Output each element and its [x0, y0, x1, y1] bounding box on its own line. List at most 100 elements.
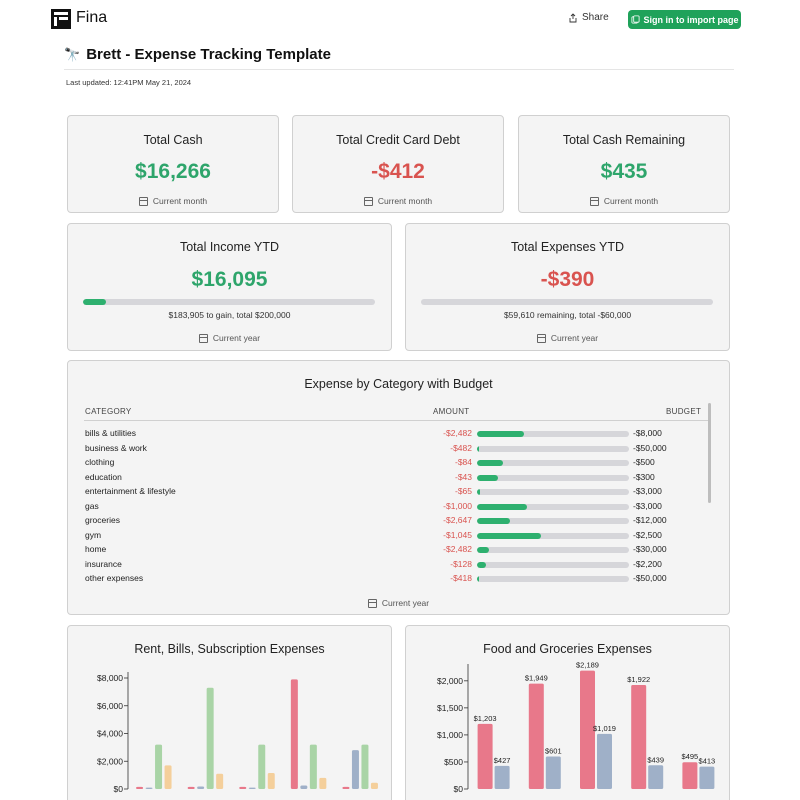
- bar: [477, 723, 493, 789]
- y-tick-label: $1,500: [437, 703, 463, 713]
- column-header-category[interactable]: CATEGORY: [85, 407, 132, 416]
- bar: [648, 765, 664, 789]
- bar: [216, 773, 224, 789]
- bar: [370, 782, 378, 789]
- row-budget-fill: [477, 474, 499, 481]
- row-budget: -$2,200: [633, 558, 662, 569]
- row-budget-fill: [477, 518, 511, 524]
- table-row: education -$43 -$300: [68, 472, 729, 486]
- row-category: groceries: [85, 515, 120, 525]
- y-tick-label: $2,000: [437, 676, 463, 686]
- row-budget-fill: [477, 431, 525, 437]
- row-budget-bar: [477, 518, 629, 524]
- row-budget-bar: [477, 474, 629, 481]
- calendar-icon: [138, 196, 148, 206]
- bar: [248, 787, 256, 789]
- card-value: -$390: [540, 268, 595, 291]
- calendar-icon: [363, 196, 373, 206]
- row-category: business & work: [85, 442, 147, 453]
- bar: [239, 786, 247, 789]
- calendar-icon: [198, 333, 208, 343]
- row-budget: -$300: [633, 471, 655, 482]
- fina-logo-icon[interactable]: [51, 9, 71, 29]
- row-budget-bar: [477, 532, 629, 539]
- row-amount: -$65: [454, 486, 472, 496]
- row-category: home: [85, 544, 107, 554]
- row-budget: -$8,000: [633, 428, 662, 438]
- column-header-budget[interactable]: BUDGET: [666, 407, 702, 416]
- row-budget: -$3,000: [633, 500, 662, 511]
- bar: [351, 750, 359, 789]
- card-footer-text: Current year: [212, 333, 261, 343]
- row-budget-fill: [477, 547, 490, 553]
- rent-bills-chart-card: Rent, Bills, Subscription Expenses $0 $2,…: [67, 625, 392, 800]
- row-category: entertainment & lifestyle: [85, 486, 176, 496]
- bar: [699, 766, 715, 789]
- bar: [631, 685, 647, 789]
- table-row: bills & utilities -$2,482 -$8,000: [68, 428, 729, 442]
- income-ytd-card: Total Income YTD $16,095 $183,905 to gai…: [67, 223, 392, 351]
- bar-data-label: $413: [699, 757, 716, 766]
- row-budget: -$50,000: [633, 573, 667, 583]
- card-value: $16,266: [135, 160, 211, 183]
- row-amount: -$482: [450, 442, 472, 453]
- row-budget-bar: [477, 561, 629, 568]
- title-divider: [64, 69, 734, 70]
- row-budget-fill: [477, 532, 541, 539]
- y-tick-label: $500: [444, 757, 463, 767]
- page-title-text: Brett - Expense Tracking Template: [86, 46, 331, 63]
- column-header-amount[interactable]: AMOUNT: [433, 407, 470, 416]
- row-budget: -$500: [633, 457, 655, 467]
- card-footer: Current month: [293, 196, 503, 206]
- table-row: groceries -$2,647 -$12,000: [68, 515, 729, 529]
- expenses-ytd-card: Total Expenses YTD -$390 $59,610 remaini…: [405, 223, 730, 351]
- share-icon: [569, 12, 577, 22]
- row-budget: -$30,000: [633, 544, 667, 554]
- table-scrollbar[interactable]: [708, 403, 711, 503]
- calendar-icon: [536, 333, 546, 343]
- app-name[interactable]: Fina: [76, 9, 108, 26]
- bar: [545, 756, 561, 789]
- table-row: business & work -$482 -$50,000: [68, 443, 729, 457]
- row-budget-bar: [477, 489, 629, 495]
- share-button[interactable]: Share: [568, 12, 609, 23]
- row-amount: -$1,045: [443, 529, 472, 540]
- rent-bills-chart: $0 $2,000 $4,000 $6,000 $8,000: [97, 672, 378, 794]
- y-tick-label: $0: [454, 784, 464, 794]
- budget-table-card: Expense by Category with Budget CATEGORY…: [67, 360, 730, 615]
- progress-fill: [83, 299, 107, 305]
- telescope-icon: 🔭: [64, 46, 81, 62]
- sign-in-button[interactable]: Sign in to import page: [628, 10, 741, 29]
- y-tick-label: $6,000: [97, 701, 123, 711]
- card-title: Total Cash: [143, 133, 203, 147]
- bar: [597, 733, 612, 789]
- bar: [145, 787, 153, 789]
- total-cash-card: Total Cash $16,266 Current month: [67, 115, 279, 213]
- row-amount: -$128: [450, 558, 472, 569]
- bar: [528, 683, 544, 789]
- row-category: insurance: [85, 558, 122, 569]
- bar-data-label: $601: [545, 746, 562, 755]
- bar-data-label: $495: [682, 752, 699, 761]
- calendar-icon: [589, 196, 599, 206]
- y-tick-label: $0: [114, 784, 124, 794]
- y-tick-label: $1,000: [437, 730, 463, 740]
- card-title: Total Cash Remaining: [562, 133, 686, 147]
- last-updated: Last updated: 12:41PM May 21, 2024: [66, 78, 192, 87]
- table-row: other expenses -$418 -$50,000: [68, 573, 729, 587]
- card-value: $435: [600, 160, 648, 183]
- table-row: clothing -$84 -$500: [68, 457, 729, 471]
- bar: [206, 687, 214, 789]
- row-amount: -$2,482: [443, 544, 472, 554]
- row-budget-bar: [477, 503, 629, 510]
- card-title: Total Income YTD: [179, 240, 280, 254]
- row-amount: -$43: [454, 471, 472, 482]
- chart-title: Food and Groceries Expenses: [483, 642, 652, 656]
- row-budget-fill: [477, 489, 481, 495]
- y-tick-label: $4,000: [97, 729, 123, 739]
- top-bar: Fina Share Sign in to import page: [0, 0, 800, 40]
- bar: [580, 670, 595, 789]
- row-budget-fill: [477, 460, 503, 466]
- card-footer-text: Current month: [152, 196, 208, 206]
- bar-data-label: $1,949: [525, 674, 548, 683]
